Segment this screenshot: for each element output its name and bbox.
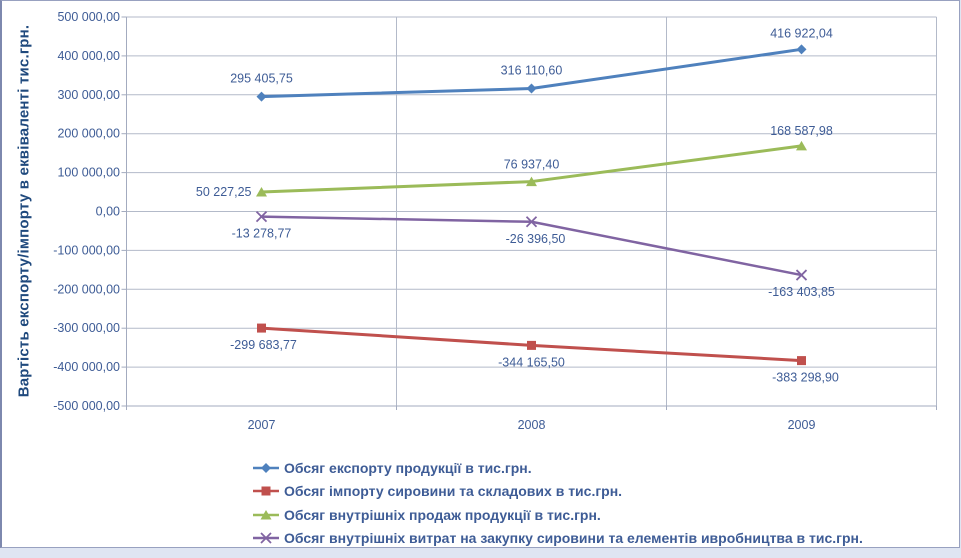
y-axis-title-text: Вартість експорту/імпорту в еквіваленті … bbox=[15, 24, 33, 398]
x-axis-tick-label: 2008 bbox=[518, 418, 546, 432]
data-label: 416 922,04 bbox=[770, 26, 833, 40]
y-axis-tick-label: -100 000,00 bbox=[53, 243, 120, 257]
legend-item: Обсяг внутрішніх витрат на закупку сиров… bbox=[252, 527, 863, 548]
x-axis-tick-label: 2009 bbox=[788, 418, 816, 432]
y-axis-tick-label: 0,00 bbox=[96, 205, 120, 219]
data-point-marker-x-icon bbox=[525, 216, 538, 228]
legend-item-label: Обсяг експорту продукції в тис.грн. bbox=[284, 459, 532, 476]
data-point-marker-x-icon bbox=[795, 269, 808, 281]
data-label: 50 227,25 bbox=[196, 185, 252, 199]
data-point-marker-triangle-icon bbox=[526, 176, 537, 187]
y-axis-tick-label: -300 000,00 bbox=[53, 321, 120, 335]
legend-triangle-icon bbox=[253, 509, 279, 520]
legend-diamond-icon bbox=[253, 462, 279, 473]
legend-item-label: Обсяг імпорту сировини та складових в ти… bbox=[284, 483, 623, 500]
data-point-marker-triangle-icon bbox=[256, 186, 267, 197]
legend-square-icon bbox=[253, 486, 279, 496]
data-point-marker-diamond-icon bbox=[796, 44, 807, 55]
data-label: -299 683,77 bbox=[230, 338, 297, 352]
data-point-marker-square-icon bbox=[527, 340, 536, 350]
series-line bbox=[260, 215, 803, 277]
data-label: 168 587,98 bbox=[770, 124, 833, 138]
legend-item-label: Обсяг внутрішніх витрат на закупку сиров… bbox=[284, 530, 863, 547]
data-label: -163 403,85 bbox=[768, 285, 835, 299]
legend-item: Обсяг імпорту сировини та складових в ти… bbox=[252, 480, 863, 504]
y-axis-tick-label: 100 000,00 bbox=[57, 166, 120, 180]
y-axis-tick-label: 500 000,00 bbox=[57, 10, 120, 24]
legend-x-icon bbox=[253, 532, 279, 544]
y-axis-tick-label: 200 000,00 bbox=[57, 127, 120, 141]
data-point-marker-triangle-icon bbox=[796, 140, 807, 151]
data-point-marker-square-icon bbox=[257, 323, 266, 333]
data-label: -383 298,90 bbox=[772, 371, 839, 385]
chart-plot-svg: 500 000,00 400 000,00 300 000,00 200 000,00… bbox=[53, 10, 937, 432]
data-point-marker-diamond-icon bbox=[256, 91, 267, 102]
y-axis-tick-label: -200 000,00 bbox=[53, 282, 120, 296]
y-axis-tick-label: -500 000,00 bbox=[53, 399, 120, 413]
y-axis-tick-label: -400 000,00 bbox=[53, 360, 120, 374]
chart-legend: Обсяг експорту продукції в тис.грн. Обсяг… bbox=[252, 456, 863, 548]
data-point-marker-diamond-icon bbox=[526, 83, 537, 94]
data-label: -13 278,77 bbox=[232, 227, 292, 241]
data-label: -344 165,50 bbox=[498, 355, 565, 369]
legend-item: Обсяг внутрішніх продаж продукції в тис.… bbox=[252, 503, 863, 527]
x-axis-tick-label: 2007 bbox=[248, 418, 276, 432]
data-label: 295 405,75 bbox=[230, 72, 293, 86]
data-label: 316 110,60 bbox=[501, 64, 563, 78]
data-point-marker-x-icon bbox=[255, 211, 268, 223]
y-axis-tick-label: 300 000,00 bbox=[57, 88, 120, 102]
data-label: -26 396,50 bbox=[506, 232, 566, 246]
legend-item: Обсяг експорту продукції в тис.грн. bbox=[252, 456, 863, 480]
data-point-marker-square-icon bbox=[797, 356, 806, 366]
y-axis-tick-label: 400 000,00 bbox=[57, 49, 120, 63]
legend-item-label: Обсяг внутрішніх продаж продукції в тис.… bbox=[284, 506, 601, 523]
data-label: 76 937,40 bbox=[504, 158, 560, 172]
